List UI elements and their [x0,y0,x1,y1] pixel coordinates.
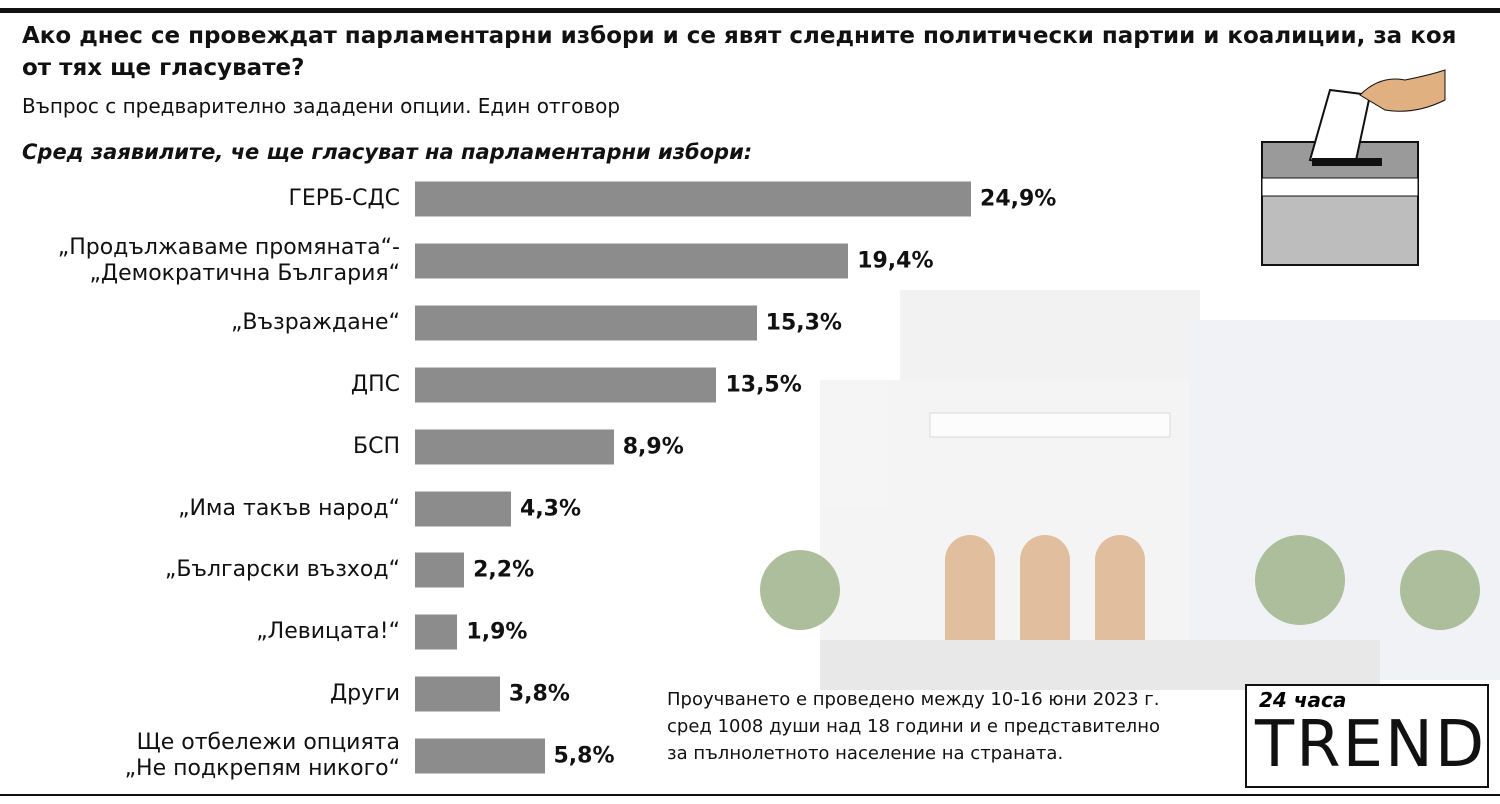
bar [415,367,717,403]
bar [415,738,545,774]
note: Проучването е проведено между 10-16 юни … [667,686,1160,767]
building [760,290,1500,690]
group-label: Сред заявилите, че ще гласуват на парлам… [22,140,753,164]
category-label: ДПС [350,371,400,397]
value-label: 24,9% [980,186,1057,212]
category-label: „Има такъв народ“ [178,495,400,521]
logo: 24 часа TREND [1245,684,1489,788]
category-label: Други [329,681,400,707]
value-label: 15,3% [765,310,842,336]
category-label: БСП [353,433,400,459]
note-line: за пълнолетното население на страната. [667,743,1064,764]
bar [415,491,512,526]
category-label: ГЕРБ-СДС [288,186,400,211]
bar [415,614,458,650]
note-line: сред 1008 души над 18 години и е предста… [667,716,1160,737]
bottom-rule [0,794,1500,796]
bar [415,243,849,279]
category-label: „Български възход“ [164,557,400,583]
bar [415,305,757,341]
category-label: Ще отбележи опцията „Не подкрепям никого… [124,730,400,782]
bar [415,181,972,217]
value-label: 13,5% [725,372,802,398]
bar [415,552,465,588]
top-rule [0,8,1500,13]
value-label: 1,9% [466,619,528,645]
subtitle: Въпрос с предварително зададени опции. Е… [22,94,621,118]
bar [415,429,614,465]
value-label: 4,3% [520,496,582,521]
value-label: 3,8% [508,681,570,707]
chart-title: Ако днес се провеждат парламентарни избо… [22,23,1457,81]
logo-top: 24 часа [1259,688,1347,712]
category-label: „Възраждане“ [230,309,400,335]
category-label: „Левицата!“ [256,619,400,645]
value-label: 2,2% [473,557,535,583]
value-label: 19,4% [857,248,934,274]
value-label: 5,8% [553,743,615,769]
note-line: Проучването е проведено между 10-16 юни … [667,689,1160,710]
ballot-box [1261,69,1446,266]
category-label: „Продължаваме промяната“- „Демократична … [57,234,400,286]
logo-word: TREND [1255,708,1487,782]
bar [415,676,500,712]
value-label: 8,9% [622,434,684,460]
